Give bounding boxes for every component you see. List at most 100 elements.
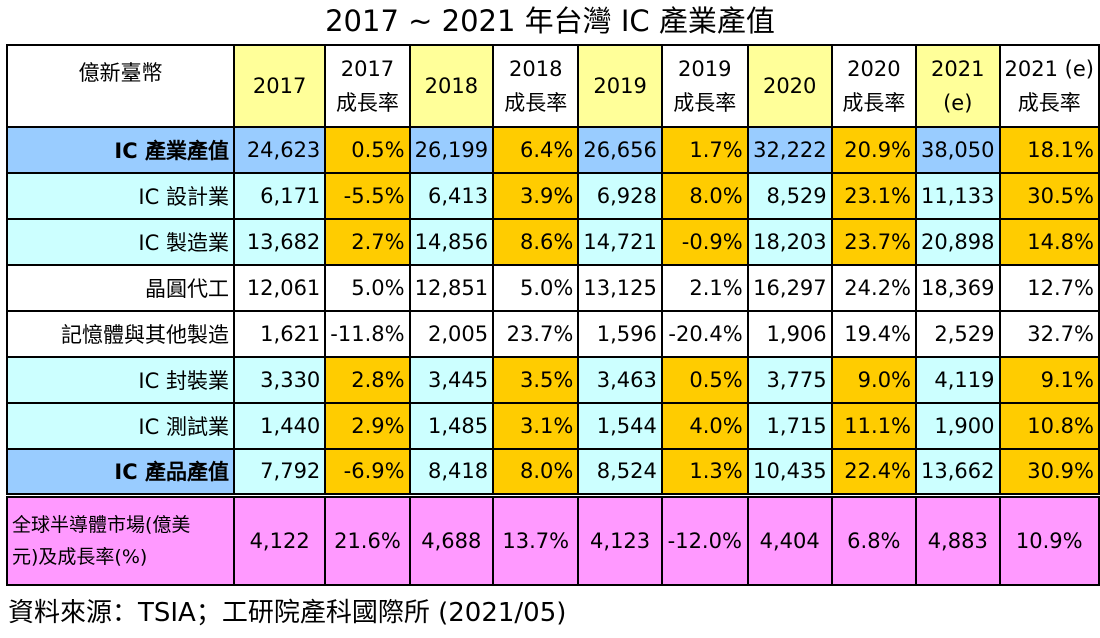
column-header-line1: 2021 <box>931 57 985 81</box>
growth-rate-cell: 21.6% <box>324 492 411 586</box>
growth-rate-cell: 1.3% <box>660 448 749 496</box>
value-cell: 14,856 <box>408 218 495 266</box>
growth-rate-cell: 8.6% <box>492 218 580 266</box>
growth-rate-cell: -5.5% <box>324 172 411 220</box>
value-cell: 4,123 <box>577 492 663 586</box>
growth-rate-cell: 6.8% <box>830 492 918 586</box>
table-title: 2017 ~ 2021 年台灣 IC 產業產值 <box>325 4 775 38</box>
growth-rate-cell: 9.1% <box>998 356 1100 404</box>
growth-rate-cell: 19.4% <box>830 310 918 358</box>
growth-rate-cell: 23.7% <box>492 310 580 358</box>
growth-rate-cell: 22.4% <box>830 448 918 496</box>
column-header-line2: 成長率 <box>504 91 568 115</box>
growth-rate-cell: 8.0% <box>492 448 580 496</box>
value-cell: 18,203 <box>746 218 833 266</box>
column-header-line1: 2017 <box>340 57 395 81</box>
growth-rate-cell: 2.7% <box>324 218 411 266</box>
growth-rate-cell: 5.0% <box>492 264 580 312</box>
row-label: IC 測試業 <box>6 402 235 450</box>
growth-rate-cell: 23.1% <box>830 172 918 220</box>
column-header: 2020 成長率 <box>830 44 918 128</box>
column-header: 2018 成長率 <box>492 44 580 128</box>
value-cell: 14,721 <box>577 218 663 266</box>
value-cell: 1,485 <box>408 402 495 450</box>
growth-rate-cell: 32.7% <box>998 310 1100 358</box>
value-cell: 38,050 <box>915 126 1001 174</box>
value-cell: 1,906 <box>746 310 833 358</box>
column-header: 2021 (e) <box>915 44 1001 128</box>
column-header-line1: 2020 <box>762 74 817 98</box>
value-cell: 13,682 <box>232 218 327 266</box>
column-header-line1: 2018 <box>424 74 479 98</box>
column-header-line2: 成長率 <box>842 91 906 115</box>
value-cell: 4,404 <box>746 492 833 586</box>
growth-rate-cell: 2.9% <box>324 402 411 450</box>
table-row: IC 封裝業 3,330 2.8% 3,445 3.5% 3,463 0.5% 3,775 9.… <box>6 356 1100 404</box>
table-row: IC 設計業 6,171 -5.5% 6,413 3.9% 6,928 8.0% 8,529 2… <box>6 172 1100 220</box>
growth-rate-cell: 8.0% <box>660 172 749 220</box>
growth-rate-cell: 23.7% <box>830 218 918 266</box>
growth-rate-cell: -12.0% <box>660 492 749 586</box>
growth-rate-cell: 12.7% <box>998 264 1100 312</box>
growth-rate-cell: 14.8% <box>998 218 1100 266</box>
value-cell: 11,133 <box>915 172 1001 220</box>
row-label: IC 製造業 <box>6 218 235 266</box>
growth-rate-cell: -20.4% <box>660 310 749 358</box>
value-cell: 4,122 <box>232 492 327 586</box>
growth-rate-cell: 5.0% <box>324 264 411 312</box>
column-header: 2017 成長率 <box>324 44 411 128</box>
row-label: IC 產業產值 <box>6 126 235 174</box>
growth-rate-cell: 2.8% <box>324 356 411 404</box>
growth-rate-cell: 0.5% <box>324 126 411 174</box>
table-footer: 全球半導體市場(億美 元)及成長率(%) 4,122 21.6% 4,688 13.7% 4… <box>6 492 1100 586</box>
value-cell: 2,005 <box>408 310 495 358</box>
value-cell: 6,413 <box>408 172 495 220</box>
growth-rate-cell: 3.1% <box>492 402 580 450</box>
column-header-line1: 2019 <box>593 74 647 98</box>
value-cell: 1,900 <box>915 402 1001 450</box>
table-row: IC 產業產值 24,623 0.5% 26,199 6.4% 26,656 1.7% 32,… <box>6 126 1100 174</box>
header-row: 億新臺幣 2017 2017 成長率 2018 2018 成長率 2019 2019 成長率 20… <box>6 44 1100 128</box>
value-cell: 1,621 <box>232 310 327 358</box>
ic-output-table: 億新臺幣 2017 2017 成長率 2018 2018 成長率 2019 2019 成長率 20… <box>6 44 1100 586</box>
source-note: 資料來源：TSIA；工研院產科國際所 (2021/05) <box>8 598 567 628</box>
value-cell: 18,369 <box>915 264 1001 312</box>
row-label-line: 元)及成長率(%) <box>12 545 148 568</box>
value-cell: 26,199 <box>408 126 495 174</box>
growth-rate-cell: -11.8% <box>324 310 411 358</box>
value-cell: 3,330 <box>232 356 327 404</box>
growth-rate-cell: 10.9% <box>998 492 1100 586</box>
growth-rate-cell: 3.5% <box>492 356 580 404</box>
table-row: IC 測試業 1,440 2.9% 1,485 3.1% 1,544 4.0% 1,715 11… <box>6 402 1100 450</box>
column-header-line1: 2020 <box>847 57 901 81</box>
value-cell: 8,524 <box>577 448 663 496</box>
growth-rate-cell: 3.9% <box>492 172 580 220</box>
column-header-line1: 2019 <box>678 57 732 81</box>
row-label: 全球半導體市場(億美 元)及成長率(%) <box>6 492 235 586</box>
growth-rate-cell: 11.1% <box>830 402 918 450</box>
row-label: IC 封裝業 <box>6 356 235 404</box>
table-row: IC 產品產值 7,792 -6.9% 8,418 8.0% 8,524 1.3% 10,43… <box>6 448 1100 496</box>
value-cell: 32,222 <box>746 126 833 174</box>
table-body: IC 產業產值 24,623 0.5% 26,199 6.4% 26,656 1.7% 32,… <box>6 126 1100 496</box>
value-cell: 2,529 <box>915 310 1001 358</box>
value-cell: 1,440 <box>232 402 327 450</box>
growth-rate-cell: 10.8% <box>998 402 1100 450</box>
value-cell: 12,061 <box>232 264 327 312</box>
value-cell: 10,435 <box>746 448 833 496</box>
column-header: 2017 <box>232 44 327 128</box>
column-header-line1: 2017 <box>252 74 307 98</box>
table-row: 晶圓代工 12,061 5.0% 12,851 5.0% 13,125 2.1% 16,297… <box>6 264 1100 312</box>
value-cell: 3,463 <box>577 356 663 404</box>
value-cell: 8,418 <box>408 448 495 496</box>
value-cell: 1,596 <box>577 310 663 358</box>
table-row: IC 製造業 13,682 2.7% 14,856 8.6% 14,721 -0.9% 18,… <box>6 218 1100 266</box>
growth-rate-cell: 30.5% <box>998 172 1100 220</box>
value-cell: 8,529 <box>746 172 833 220</box>
value-cell: 13,662 <box>915 448 1001 496</box>
growth-rate-cell: 30.9% <box>998 448 1100 496</box>
growth-rate-cell: 9.0% <box>830 356 918 404</box>
growth-rate-cell: 0.5% <box>660 356 749 404</box>
column-header: 2020 <box>746 44 833 128</box>
growth-rate-cell: 20.9% <box>830 126 918 174</box>
